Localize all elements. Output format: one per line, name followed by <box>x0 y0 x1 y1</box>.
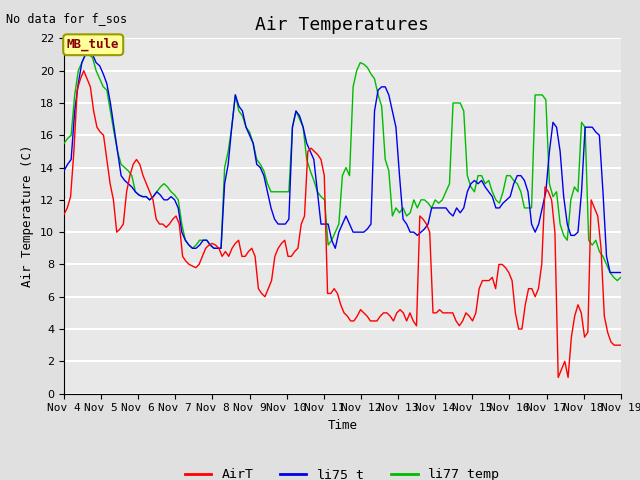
Legend: AirT, li75_t, li77_temp: AirT, li75_t, li77_temp <box>179 463 506 480</box>
Y-axis label: Air Temperature (C): Air Temperature (C) <box>22 145 35 287</box>
Text: No data for f_sos: No data for f_sos <box>6 12 127 25</box>
Text: MB_tule: MB_tule <box>67 38 120 51</box>
Title: Air Temperatures: Air Temperatures <box>255 16 429 34</box>
X-axis label: Time: Time <box>328 419 357 432</box>
